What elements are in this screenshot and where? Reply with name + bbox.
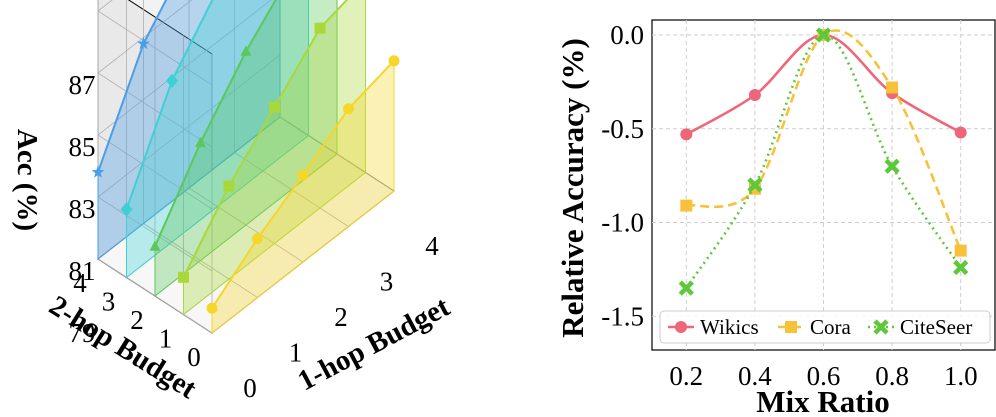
legend-marker-citeseer-stroke: [873, 319, 889, 335]
marker-circle-0-0: [206, 302, 218, 314]
marker-cora: [680, 199, 693, 212]
z-tick-label: 87: [69, 70, 96, 100]
z-tick-label: 85: [69, 132, 96, 162]
x-tick-label: 0.4: [738, 361, 772, 391]
marker-triangle-2-0: [149, 240, 161, 251]
legend-label-wikics: Wikics: [700, 315, 759, 339]
marker-circle-0-4: [388, 55, 400, 67]
y-tick-label: 0: [187, 342, 201, 372]
line-citeseer: [685, 33, 962, 289]
y-tick-label: 3: [102, 287, 116, 317]
y-tick-label: 1: [159, 324, 173, 354]
marker-star-4-1: [137, 36, 150, 50]
y-tick-label: -0.5: [601, 114, 644, 144]
grid-lines: [652, 20, 995, 350]
marker-diamond-3-1: [165, 73, 179, 88]
legend-marker-cora: [785, 321, 797, 333]
z-tick-label: 81: [69, 256, 96, 286]
legend-box: [659, 310, 991, 344]
grid-line-z: [97, 0, 213, 148]
marker-citeseer-stroke: [884, 158, 900, 174]
y-tick-label: -1.5: [601, 301, 644, 331]
legend-label-citeseer: CiteSeer: [900, 315, 972, 339]
z-tick-label: 79: [69, 318, 96, 348]
3d-series-group: [91, 0, 400, 335]
marker-citeseer-stroke: [747, 177, 763, 193]
z-tick-label: 83: [69, 194, 96, 224]
x-axis-label: Mix Ratio: [756, 384, 889, 417]
marker-triangle-2-1: [195, 136, 206, 148]
marker-cora: [954, 244, 967, 257]
marker-wikics: [748, 89, 761, 101]
marker-wikics: [954, 126, 967, 139]
marker-citeseer: [884, 158, 900, 174]
marker-square-1-1: [223, 180, 235, 192]
grid-line-z: [97, 0, 272, 210]
x-tick-label: 3: [380, 267, 394, 297]
marker-citeseer: [747, 177, 763, 193]
y-tick-label: 2: [130, 305, 144, 335]
marker-citeseer-stroke: [953, 259, 969, 276]
x-tick-label: 0.8: [875, 361, 909, 391]
x-tick-label: 0.2: [669, 361, 703, 391]
x-tick-label: 0.6: [807, 361, 841, 391]
x-tick-label: 1: [289, 338, 303, 368]
y-axis-label: Relative Accuracy (%): [555, 38, 590, 338]
x-tick-label: 0: [243, 373, 257, 403]
y-tick-label: 0.0: [610, 20, 644, 50]
line-3: [125, 0, 214, 210]
marker-cora: [886, 81, 899, 94]
legend-marker-citeseer: [873, 319, 889, 335]
marker-triangle-2-2: [240, 45, 252, 56]
marker-circle-0-3: [343, 103, 354, 115]
marker-circle-0-2: [297, 169, 309, 181]
x-tick-label: 2: [334, 302, 348, 332]
marker-citeseer: [953, 259, 969, 276]
y-tick-label: 4: [73, 268, 87, 298]
tick-labels: 0.2 0.4 0.6 0.8 1.0 0.0 -0.5 -1.0 -1.5: [601, 20, 977, 391]
x-tick-label: 1.0: [944, 361, 978, 391]
marker-star-4-0: [91, 165, 105, 178]
line-4: [97, 0, 168, 173]
marker-citeseer-stroke: [678, 280, 694, 296]
y-tick-label: -1.0: [601, 208, 644, 238]
marker-diamond-3-0: [120, 202, 133, 217]
marker-square-1-0: [178, 271, 189, 283]
legend: Wikics Cora CiteSeer: [659, 310, 991, 344]
x-tick-label: 4: [425, 231, 439, 261]
marker-citeseer: [678, 280, 694, 296]
marker-square-1-3: [314, 22, 326, 34]
series-group: [678, 27, 969, 296]
legend-marker-wikics: [675, 321, 687, 333]
legend-label-cora: Cora: [810, 315, 852, 339]
marker-citeseer: [815, 27, 832, 43]
marker-citeseer-stroke: [815, 27, 832, 43]
marker-wikics: [680, 128, 693, 141]
grid-line-z: [97, 0, 213, 86]
z-axis-label: Acc (%): [11, 129, 43, 231]
marker-circle-0-1: [252, 233, 263, 245]
marker-square-1-2: [269, 101, 280, 113]
